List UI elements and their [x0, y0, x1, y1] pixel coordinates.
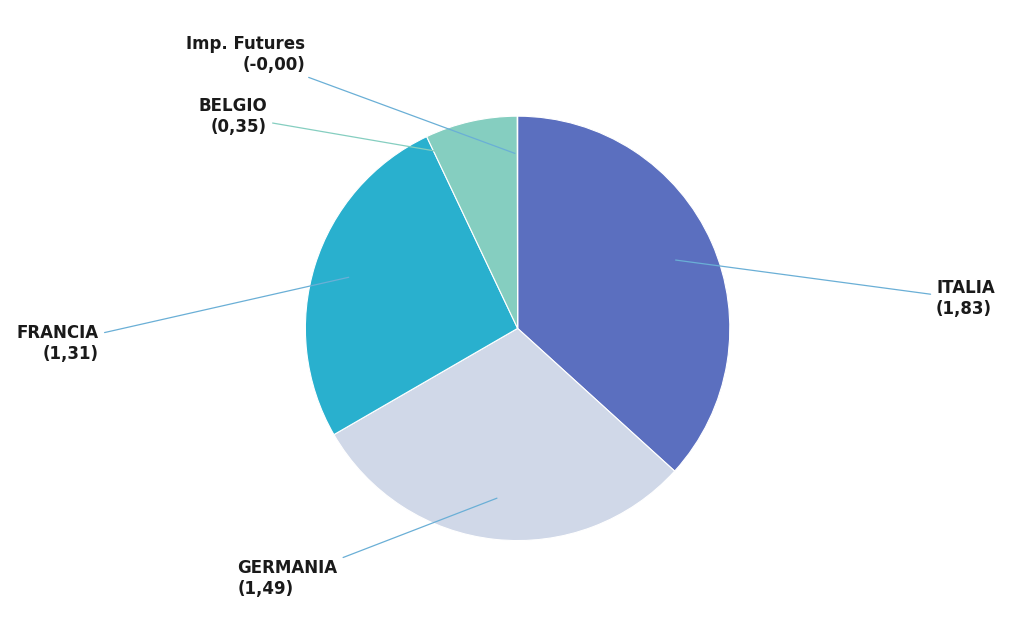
- Text: BELGIO
(0,35): BELGIO (0,35): [198, 97, 477, 158]
- Wedge shape: [306, 137, 518, 435]
- Text: FRANCIA
(1,31): FRANCIA (1,31): [17, 277, 349, 363]
- Text: Imp. Futures
(-0,00): Imp. Futures (-0,00): [186, 35, 515, 153]
- Text: ITALIA
(1,83): ITALIA (1,83): [675, 260, 995, 318]
- Wedge shape: [333, 328, 674, 541]
- Text: GERMANIA
(1,49): GERMANIA (1,49): [237, 498, 497, 598]
- Wedge shape: [518, 116, 729, 471]
- Wedge shape: [427, 116, 518, 328]
